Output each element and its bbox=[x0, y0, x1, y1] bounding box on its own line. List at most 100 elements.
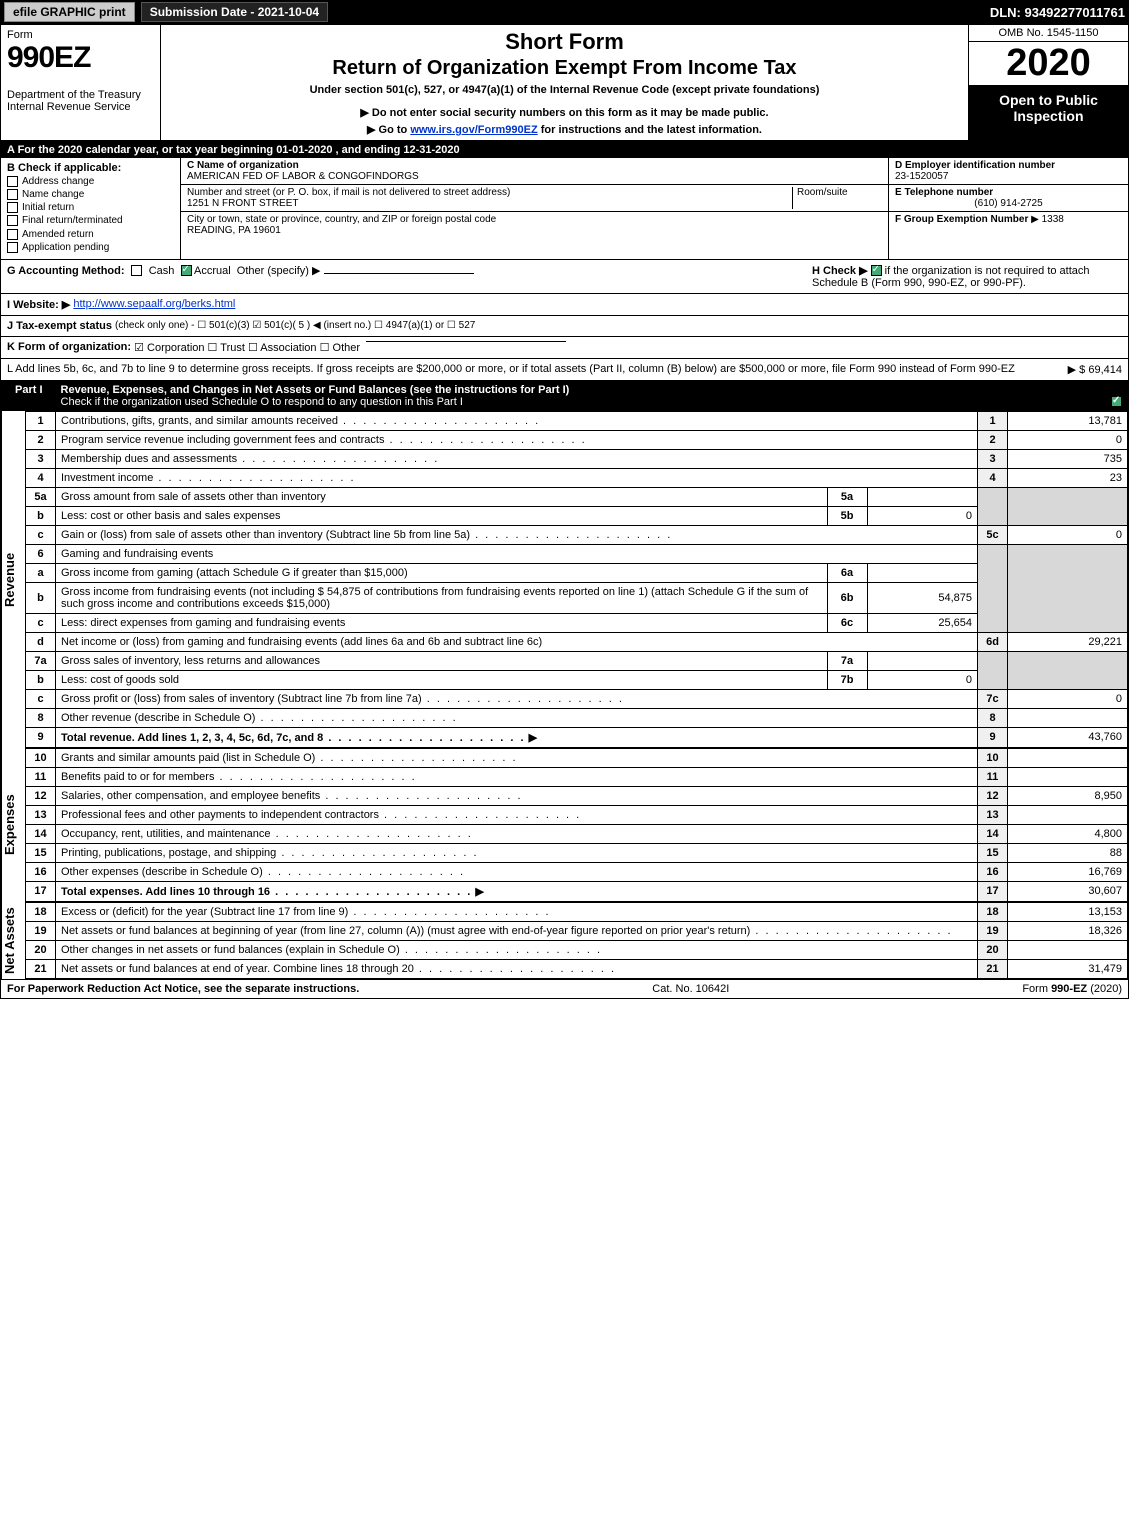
box-h: H Check ▶ if the organization is not req… bbox=[802, 264, 1122, 289]
return-title: Return of Organization Exempt From Incom… bbox=[169, 57, 960, 80]
f-label: F Group Exemption Number bbox=[895, 214, 1028, 225]
line-17: 17Total expenses. Add lines 10 through 1… bbox=[26, 881, 1128, 901]
part1-schedule-o-check[interactable] bbox=[1111, 396, 1122, 407]
short-form-title: Short Form bbox=[169, 29, 960, 55]
top-bar: efile GRAPHIC print Submission Date - 20… bbox=[0, 0, 1129, 24]
form-990ez: Form 990EZ Department of the Treasury In… bbox=[0, 24, 1129, 999]
form-header: Form 990EZ Department of the Treasury In… bbox=[1, 25, 1128, 142]
box-d-e-f: D Employer identification number 23-1520… bbox=[888, 158, 1128, 259]
line-7b: bLess: cost of goods sold7b0 bbox=[26, 670, 1128, 689]
part-1-header: Part I Revenue, Expenses, and Changes in… bbox=[1, 381, 1128, 411]
net-assets-section: Net Assets 18Excess or (deficit) for the… bbox=[1, 902, 1128, 979]
part-1-title: Revenue, Expenses, and Changes in Net As… bbox=[61, 384, 570, 396]
chk-h[interactable] bbox=[871, 265, 882, 276]
line-14: 14Occupancy, rent, utilities, and mainte… bbox=[26, 824, 1128, 843]
form-number: 990EZ bbox=[7, 41, 154, 75]
l-text: L Add lines 5b, 6c, and 7b to line 9 to … bbox=[7, 363, 1015, 375]
org-name: AMERICAN FED OF LABOR & CONGOFINDORGS bbox=[187, 171, 419, 182]
net-assets-table: 18Excess or (deficit) for the year (Subt… bbox=[25, 902, 1128, 979]
box-g: G Accounting Method: Cash Accrual Other … bbox=[7, 264, 802, 277]
chk-address-change[interactable]: Address change bbox=[7, 176, 174, 187]
chk-cash[interactable] bbox=[131, 265, 142, 276]
chk-amended-return[interactable]: Amended return bbox=[7, 229, 174, 240]
line-21: 21Net assets or fund balances at end of … bbox=[26, 959, 1128, 978]
k-opts: ☑ Corporation ☐ Trust ☐ Association ☐ Ot… bbox=[134, 341, 360, 354]
line-13: 13Professional fees and other payments t… bbox=[26, 805, 1128, 824]
j-text: (check only one) - ☐ 501(c)(3) ☑ 501(c)(… bbox=[115, 320, 475, 331]
revenue-table: 1Contributions, gifts, grants, and simil… bbox=[25, 411, 1128, 748]
form-label: Form bbox=[7, 29, 154, 41]
tax-year: 2020 bbox=[969, 42, 1128, 86]
irs-label: Internal Revenue Service bbox=[7, 101, 154, 113]
i-label: I Website: ▶ bbox=[7, 298, 70, 311]
form-footer: For Paperwork Reduction Act Notice, see … bbox=[1, 979, 1128, 998]
expenses-vert-label: Expenses bbox=[1, 748, 25, 902]
part-1-sub: Check if the organization used Schedule … bbox=[61, 396, 463, 408]
chk-final-return[interactable]: Final return/terminated bbox=[7, 215, 174, 226]
irs-link[interactable]: www.irs.gov/Form990EZ bbox=[410, 124, 537, 136]
box-b: B Check if applicable: Address change Na… bbox=[1, 158, 181, 259]
chk-name-change[interactable]: Name change bbox=[7, 189, 174, 200]
city-value: READING, PA 19601 bbox=[187, 225, 281, 236]
c-name-label: C Name of organization bbox=[187, 160, 299, 171]
chk-accrual[interactable] bbox=[181, 265, 192, 276]
line-6b: bGross income from fundraising events (n… bbox=[26, 582, 1128, 613]
line-20: 20Other changes in net assets or fund ba… bbox=[26, 940, 1128, 959]
revenue-section: Revenue 1Contributions, gifts, grants, a… bbox=[1, 411, 1128, 748]
row-i: I Website: ▶ http://www.sepaalf.org/berk… bbox=[1, 294, 1128, 316]
line-6c: cLess: direct expenses from gaming and f… bbox=[26, 613, 1128, 632]
sub3-prefix: ▶ Go to bbox=[367, 124, 410, 136]
header-left: Form 990EZ Department of the Treasury In… bbox=[1, 25, 161, 140]
line-3: 3Membership dues and assessments3735 bbox=[26, 449, 1128, 468]
row-l: L Add lines 5b, 6c, and 7b to line 9 to … bbox=[1, 359, 1128, 381]
line-18: 18Excess or (deficit) for the year (Subt… bbox=[26, 902, 1128, 921]
line-16: 16Other expenses (describe in Schedule O… bbox=[26, 862, 1128, 881]
line-5a: 5aGross amount from sale of assets other… bbox=[26, 487, 1128, 506]
line-2: 2Program service revenue including gover… bbox=[26, 430, 1128, 449]
row-g-h: G Accounting Method: Cash Accrual Other … bbox=[1, 260, 1128, 294]
line-11: 11Benefits paid to or for members11 bbox=[26, 767, 1128, 786]
g-label: G Accounting Method: bbox=[7, 265, 125, 277]
chk-initial-return[interactable]: Initial return bbox=[7, 202, 174, 213]
line-1: 1Contributions, gifts, grants, and simil… bbox=[26, 411, 1128, 430]
line-6a: aGross income from gaming (attach Schedu… bbox=[26, 563, 1128, 582]
line-10: 10Grants and similar amounts paid (list … bbox=[26, 748, 1128, 767]
section-b-c: B Check if applicable: Address change Na… bbox=[1, 158, 1128, 260]
city-label: City or town, state or province, country… bbox=[187, 214, 496, 225]
line-5b: bLess: cost or other basis and sales exp… bbox=[26, 506, 1128, 525]
open-to-public: Open to Public Inspection bbox=[969, 86, 1128, 140]
line-5c: cGain or (loss) from sale of assets othe… bbox=[26, 525, 1128, 544]
revenue-vert-label: Revenue bbox=[1, 411, 25, 748]
part-1-label: Part I bbox=[7, 384, 51, 408]
line-4: 4Investment income423 bbox=[26, 468, 1128, 487]
street-label: Number and street (or P. O. box, if mail… bbox=[187, 187, 510, 198]
footer-right: Form 990-EZ (2020) bbox=[1022, 983, 1122, 995]
k-label: K Form of organization: bbox=[7, 341, 131, 353]
subhead-3: ▶ Go to www.irs.gov/Form990EZ for instru… bbox=[169, 123, 960, 136]
line-19: 19Net assets or fund balances at beginni… bbox=[26, 921, 1128, 940]
line-7a: 7aGross sales of inventory, less returns… bbox=[26, 651, 1128, 670]
footer-left: For Paperwork Reduction Act Notice, see … bbox=[7, 983, 359, 995]
ein-value: 23-1520057 bbox=[895, 171, 948, 182]
phone-value: (610) 914-2725 bbox=[895, 198, 1122, 209]
submission-date-button[interactable]: Submission Date - 2021-10-04 bbox=[141, 2, 328, 22]
subhead-2: ▶ Do not enter social security numbers o… bbox=[169, 106, 960, 119]
b-label: B Check if applicable: bbox=[7, 162, 174, 174]
line-8: 8Other revenue (describe in Schedule O)8 bbox=[26, 708, 1128, 727]
footer-mid: Cat. No. 10642I bbox=[652, 983, 729, 995]
chk-application-pending[interactable]: Application pending bbox=[7, 242, 174, 253]
room-suite-label: Room/suite bbox=[792, 187, 882, 209]
dln-label: DLN: 93492277011761 bbox=[990, 5, 1125, 20]
group-exemption: ▶ 1338 bbox=[1031, 214, 1064, 225]
expenses-table: 10Grants and similar amounts paid (list … bbox=[25, 748, 1128, 902]
d-label: D Employer identification number bbox=[895, 160, 1055, 171]
omb-number: OMB No. 1545-1150 bbox=[969, 25, 1128, 42]
calendar-year-row: A For the 2020 calendar year, or tax yea… bbox=[1, 142, 1128, 158]
efile-print-button[interactable]: efile GRAPHIC print bbox=[4, 2, 135, 22]
expenses-section: Expenses 10Grants and similar amounts pa… bbox=[1, 748, 1128, 902]
website-link[interactable]: http://www.sepaalf.org/berks.html bbox=[73, 298, 235, 310]
l-amount: ▶ $ 69,414 bbox=[1068, 363, 1122, 376]
j-label: J Tax-exempt status bbox=[7, 320, 112, 332]
line-9: 9Total revenue. Add lines 1, 2, 3, 4, 5c… bbox=[26, 727, 1128, 747]
box-c: C Name of organization AMERICAN FED OF L… bbox=[181, 158, 888, 259]
